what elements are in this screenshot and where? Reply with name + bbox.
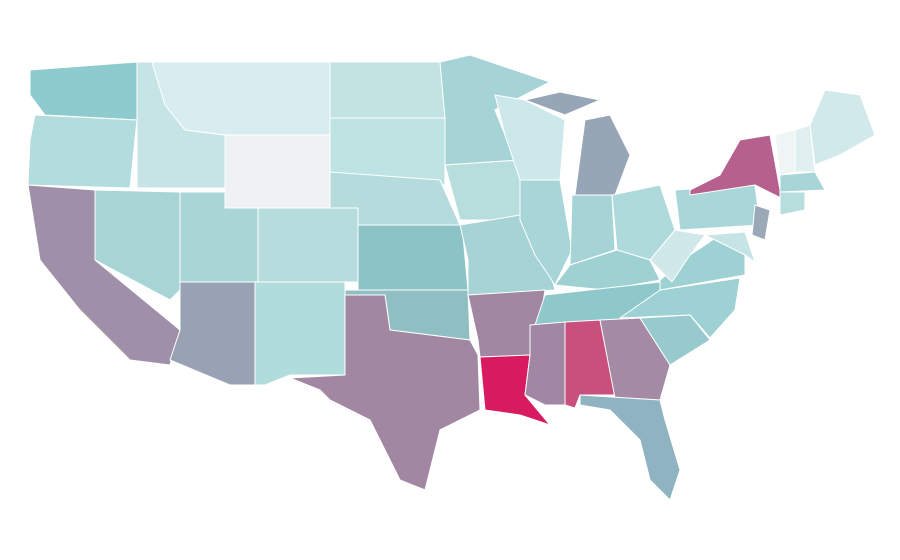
state <box>329 117 446 186</box>
state <box>169 281 256 386</box>
state <box>329 61 446 119</box>
state <box>569 194 616 266</box>
state <box>574 114 631 196</box>
state <box>579 394 681 501</box>
state <box>257 207 359 283</box>
state <box>779 171 826 193</box>
state <box>357 224 469 291</box>
state <box>27 114 138 189</box>
state <box>289 294 481 491</box>
state <box>224 134 331 209</box>
state <box>779 191 806 216</box>
state <box>751 204 771 241</box>
state <box>524 321 566 406</box>
state <box>809 89 876 166</box>
state <box>704 231 756 263</box>
state <box>524 91 601 116</box>
state <box>29 61 138 121</box>
state <box>649 229 706 283</box>
state <box>94 189 181 301</box>
state <box>674 184 761 231</box>
state <box>794 124 816 173</box>
state <box>774 129 796 176</box>
state <box>254 281 346 386</box>
